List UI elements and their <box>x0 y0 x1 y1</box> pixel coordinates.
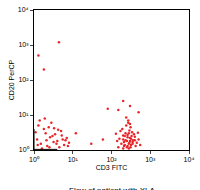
svg-text:10³: 10³ <box>145 156 156 163</box>
svg-text:10²: 10² <box>106 156 117 163</box>
svg-text:10³: 10³ <box>18 41 29 48</box>
svg-text:CD20 PerCP: CD20 PerCP <box>8 59 15 100</box>
svg-text:10²: 10² <box>18 76 29 83</box>
svg-text:10¹: 10¹ <box>18 111 29 118</box>
svg-text:Flow of patient with XLA: Flow of patient with XLA <box>69 186 155 190</box>
svg-text:10⁴: 10⁴ <box>18 6 29 13</box>
svg-text:CD3 FITC: CD3 FITC <box>96 164 128 171</box>
svg-text:10⁴: 10⁴ <box>184 156 195 163</box>
svg-text:10¹: 10¹ <box>68 156 79 163</box>
svg-text:10⁰: 10⁰ <box>19 146 30 153</box>
svg-text:10⁰: 10⁰ <box>29 156 40 163</box>
